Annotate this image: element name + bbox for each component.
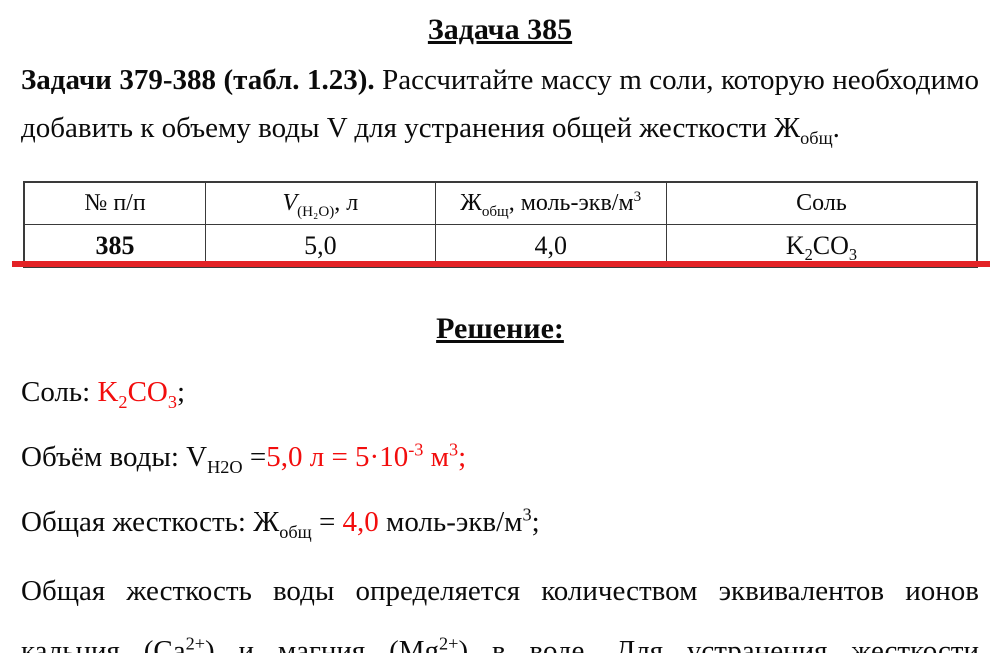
volume-symbol: V bbox=[282, 190, 298, 216]
hardness-unit-text: моль-экв/м bbox=[378, 506, 523, 538]
salt-sub-2: 2 bbox=[804, 244, 813, 264]
solution-hardness-line: Общая жесткость: Жобщ = 4,0 моль-экв/м3; bbox=[21, 503, 979, 541]
explanation-mg: ) и магния (Mg bbox=[205, 635, 440, 653]
salt-label: Соль: bbox=[21, 376, 98, 408]
explanation-paragraph: Общая жесткость воды определяется количе… bbox=[21, 561, 979, 653]
page-title-text: Задача 385 bbox=[427, 13, 573, 46]
hardness-value-red: 4,0 bbox=[342, 506, 379, 538]
explanation-line-1: Общая жесткость воды определяется количе… bbox=[21, 575, 979, 607]
conditions-table: № п/п V(H₂O), л Жобщ, моль-экв/м3 Соль 3… bbox=[23, 181, 978, 268]
salt-co: CO bbox=[812, 230, 849, 260]
solution-heading: Решение: bbox=[0, 312, 1000, 346]
salt-formula-red: K2CO3 bbox=[97, 376, 177, 411]
volume-unit: , л bbox=[334, 190, 359, 216]
explanation-tail: ) в воде. Для устранения жесткости испол… bbox=[458, 635, 980, 653]
header-cell-hardness: Жобщ, моль-экв/м3 bbox=[434, 181, 667, 225]
intro-line-2-end: . bbox=[832, 112, 840, 144]
salt-k: K bbox=[785, 230, 805, 260]
cell-volume-value: 5,0 bbox=[205, 224, 436, 268]
volume-line-end: ; bbox=[458, 441, 467, 473]
hardness-equals: = bbox=[311, 506, 343, 538]
solution-heading-text: Решение: bbox=[436, 312, 564, 345]
header-cell-number: № п/п bbox=[23, 181, 207, 225]
volume-h2o-subscript: H2O bbox=[207, 456, 243, 477]
cell-task-number: 385 bbox=[23, 224, 207, 268]
salt-s2: 3 bbox=[167, 391, 177, 412]
volume-exponent: -3 bbox=[408, 439, 424, 460]
volume-label: Объём воды: V bbox=[21, 441, 208, 473]
conditions-table-wrap: № п/п V(H₂O), л Жобщ, моль-экв/м3 Соль 3… bbox=[23, 181, 978, 268]
hardness-obsh-subscript: общ bbox=[279, 521, 312, 542]
volume-subscript: (H₂O) bbox=[297, 203, 335, 220]
intro-line-2-main: добавить к объему воды V для устранения … bbox=[21, 112, 801, 144]
table-header-row: № п/п V(H₂O), л Жобщ, моль-экв/м3 Соль bbox=[23, 181, 978, 225]
volume-value-red: 5,0 л = 5·10-3 м3; bbox=[266, 439, 467, 473]
intro-bold-lead: Задачи 379-388 (табл. 1.23). bbox=[21, 64, 375, 96]
intro-line-1-rest: Рассчитайте массу m соли, которую необхо… bbox=[374, 64, 979, 96]
intro-line-2: добавить к объему воды V для устранения … bbox=[21, 104, 979, 152]
header-cell-salt: Соль bbox=[665, 181, 978, 225]
intro-line-1: Задачи 379-388 (табл. 1.23). Рассчитайте… bbox=[21, 56, 979, 104]
explanation-line-2: кальция (Ca2+) и магния (Mg2+) в воде. Д… bbox=[21, 621, 979, 653]
hardness-symbol: Ж bbox=[460, 190, 482, 216]
hardness-unit: , моль-экв/м bbox=[508, 190, 634, 216]
hardness-exponent: 3 bbox=[522, 504, 532, 525]
volume-red-1: 5,0 л = 5·10 bbox=[266, 441, 409, 473]
salt-s1: 2 bbox=[118, 391, 128, 412]
volume-m3-exponent: 3 bbox=[449, 439, 459, 460]
salt-f1: K bbox=[97, 376, 119, 408]
zh-subscript: общ bbox=[800, 127, 833, 148]
intro-paragraph: Задачи 379-388 (табл. 1.23). Рассчитайте… bbox=[21, 56, 979, 152]
salt-sub-3: 3 bbox=[848, 244, 858, 264]
volume-equals: = bbox=[242, 441, 267, 473]
hardness-unit-exponent: 3 bbox=[633, 189, 642, 205]
solution-volume-line: Объём воды: VH2O =5,0 л = 5·10-3 м3; bbox=[21, 438, 979, 476]
red-divider-rule bbox=[12, 261, 990, 267]
salt-f2: CO bbox=[127, 376, 168, 408]
hardness-line-end: ; bbox=[531, 506, 540, 538]
cell-hardness-value: 4,0 bbox=[434, 224, 667, 268]
volume-red-2: м bbox=[423, 441, 450, 473]
ca-charge-superscript: 2+ bbox=[185, 633, 206, 653]
solution-salt-line: Соль: K2CO3; bbox=[21, 373, 979, 411]
hardness-label: Общая жесткость: Ж bbox=[21, 506, 280, 538]
explanation-ca: кальция (Ca bbox=[21, 635, 186, 653]
salt-line-end: ; bbox=[177, 376, 186, 408]
hardness-subscript: общ bbox=[481, 203, 509, 220]
mg-charge-superscript: 2+ bbox=[439, 633, 459, 653]
page-title: Задача 385 bbox=[0, 13, 1000, 47]
header-cell-volume: V(H₂O), л bbox=[205, 181, 436, 225]
